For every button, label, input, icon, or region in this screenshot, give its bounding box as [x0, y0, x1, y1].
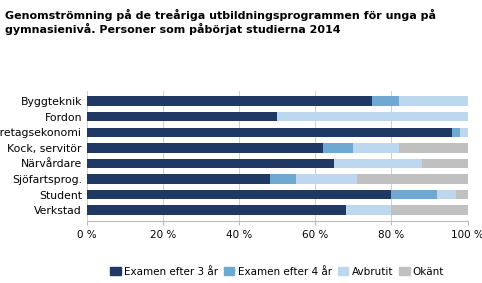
Bar	[372, 97, 399, 106]
Bar	[87, 143, 323, 153]
Bar	[456, 190, 468, 199]
Legend: Examen efter 3 år, Examen efter 4 år, Avbrutit, Okänt: Examen efter 3 år, Examen efter 4 år, Av…	[106, 262, 448, 281]
Bar	[391, 190, 437, 199]
Bar	[391, 205, 468, 215]
Bar	[87, 190, 391, 199]
Bar	[334, 159, 422, 168]
Bar	[353, 143, 399, 153]
Bar	[323, 143, 353, 153]
Bar	[452, 128, 460, 137]
Bar	[422, 159, 468, 168]
Bar	[87, 97, 372, 106]
Bar	[296, 174, 357, 184]
Bar	[87, 112, 277, 121]
Bar	[277, 112, 468, 121]
Bar	[399, 97, 468, 106]
Bar	[399, 143, 468, 153]
Text: Genomströmning på de treåriga utbildningsprogrammen för unga på
gymnasienivå. Pe: Genomströmning på de treåriga utbildning…	[5, 8, 436, 35]
Bar	[357, 174, 468, 184]
Bar	[460, 128, 468, 137]
Bar	[437, 190, 456, 199]
Bar	[87, 128, 452, 137]
Bar	[87, 159, 334, 168]
Bar	[269, 174, 296, 184]
Bar	[346, 205, 391, 215]
Bar	[87, 205, 346, 215]
Bar	[87, 174, 269, 184]
